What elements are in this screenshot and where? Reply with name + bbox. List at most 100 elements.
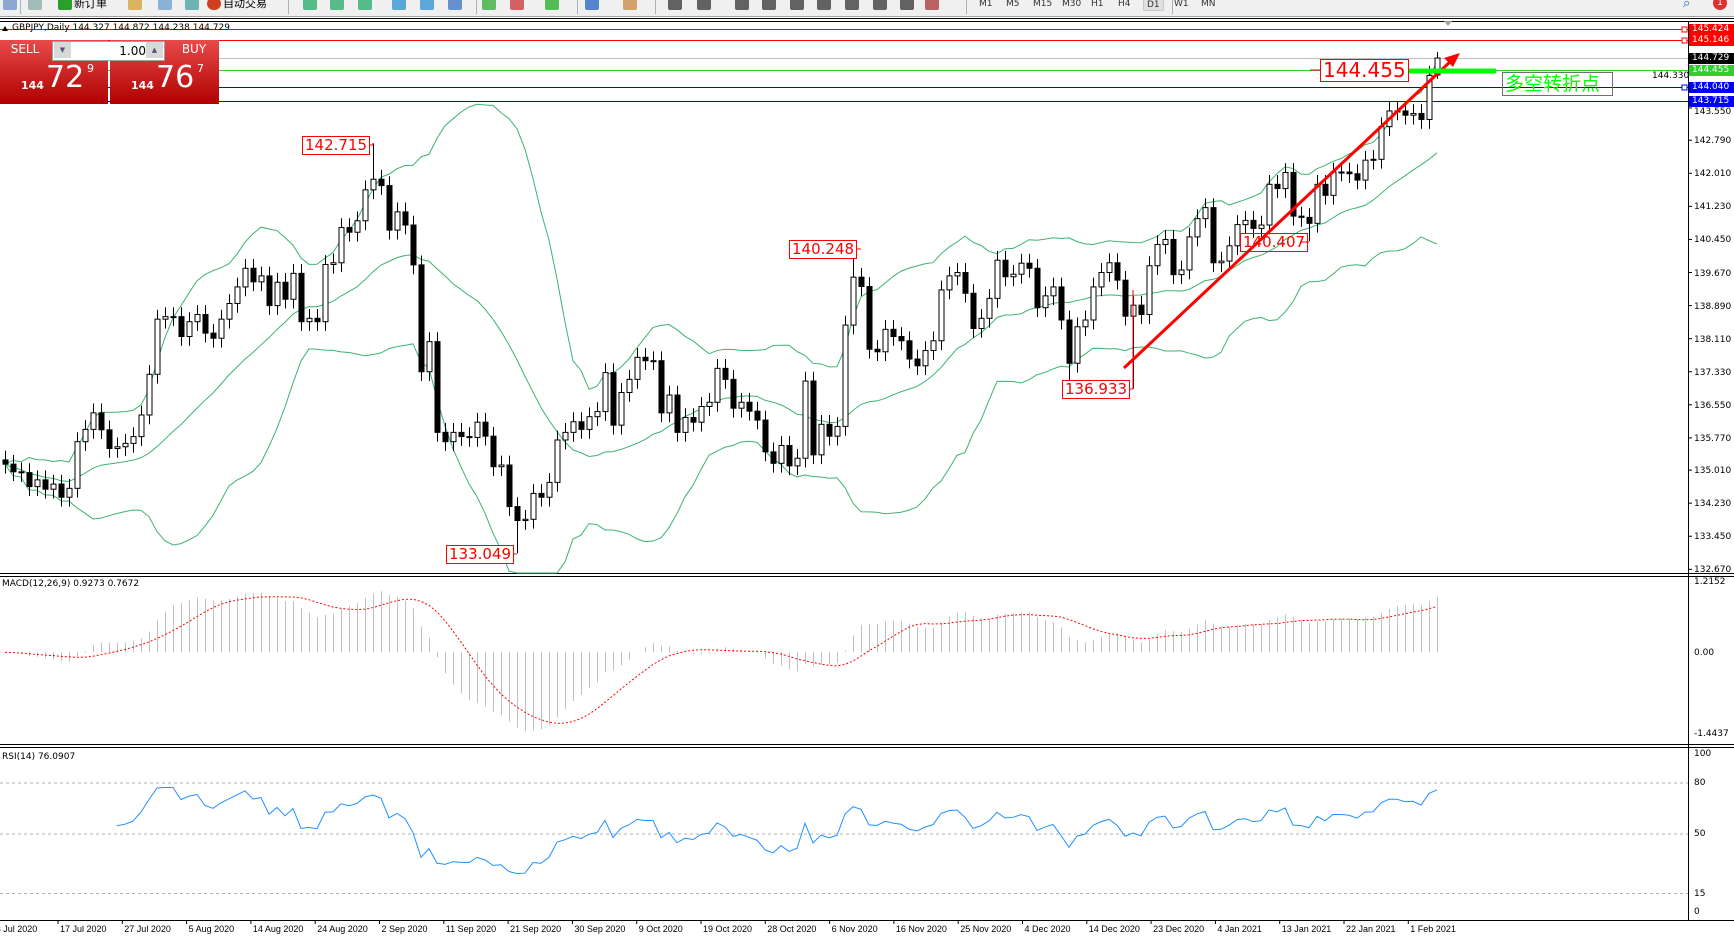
date-label: 9 Oct 2020 [638, 924, 683, 934]
timeframe-w1[interactable]: W1 [1174, 0, 1189, 9]
candle-body [786, 445, 793, 467]
autoscroll-icon[interactable] [482, 0, 496, 11]
collapse-icon[interactable] [2, 26, 8, 31]
tile-windows-icon[interactable] [448, 0, 462, 11]
templates-icon[interactable] [623, 0, 637, 11]
rsi-line [116, 787, 1438, 875]
lot-increase-button[interactable]: ▲ [146, 42, 163, 58]
toolbar-separator [20, 0, 21, 14]
date-label: 5 Aug 2020 [188, 924, 235, 934]
price-tag: 144.729 [1689, 53, 1734, 64]
timeframe-m30[interactable]: M30 [1062, 0, 1082, 9]
candle-body [282, 281, 289, 300]
candle [122, 434, 129, 457]
candle [858, 267, 865, 296]
candle-body [850, 276, 857, 326]
market-watch-icon-glyph [128, 0, 142, 10]
candle-body [1266, 183, 1273, 226]
fibonacci-icon[interactable] [817, 0, 831, 11]
candle-body [298, 272, 305, 323]
horizontal-line-icon[interactable] [762, 0, 776, 11]
candle [250, 258, 257, 292]
fibonacci-fan-icon[interactable] [845, 0, 859, 11]
bar-chart-icon[interactable] [303, 0, 317, 11]
date-label: 4 Jan 2021 [1217, 924, 1262, 934]
candle-body [818, 423, 825, 456]
candlestick-icon[interactable] [330, 0, 344, 11]
auto-trading-icon [207, 0, 221, 10]
text-icon[interactable] [873, 0, 887, 11]
timeframe-m5[interactable]: M5 [1006, 0, 1020, 9]
indicators-icon[interactable] [545, 0, 559, 11]
line-chart-icon[interactable] [358, 0, 372, 11]
timeframe-h4[interactable]: H4 [1118, 0, 1131, 9]
bollinger-upper [4, 61, 1438, 465]
cursor-icon[interactable] [668, 0, 682, 11]
signals-icon[interactable] [158, 0, 172, 11]
candle-body [482, 421, 489, 437]
new-order-button[interactable]: 新订单 [58, 0, 107, 11]
lot-size-input[interactable]: 1.00 [52, 41, 165, 61]
timeframe-h1[interactable]: H1 [1091, 0, 1104, 9]
candle-body [418, 264, 425, 373]
candle [42, 470, 49, 499]
timeframe-mn[interactable]: MN [1201, 0, 1216, 9]
market-watch-icon[interactable] [128, 0, 142, 11]
candle-body [706, 401, 713, 407]
candle-body [114, 446, 121, 449]
candle-body [538, 492, 545, 498]
candle-body [1322, 183, 1329, 196]
timeframe-m1[interactable]: M1 [979, 0, 993, 9]
timeframe-d1[interactable]: D1 [1143, 0, 1164, 11]
candle-body [306, 317, 313, 323]
candle [770, 442, 777, 473]
crosshair-icon[interactable] [697, 0, 711, 11]
candle-body [138, 414, 145, 438]
candle-body [154, 318, 161, 375]
date-label: 25 Nov 2020 [960, 924, 1012, 934]
candle [1258, 215, 1265, 238]
arrows-icon[interactable] [925, 0, 939, 11]
candle [1242, 211, 1249, 234]
candle [1042, 286, 1049, 318]
periods-icon[interactable] [585, 0, 599, 11]
chart-shift-icon[interactable] [510, 0, 524, 11]
text-label-icon[interactable] [900, 0, 914, 11]
candle [18, 462, 25, 482]
document-icon[interactable] [3, 0, 17, 11]
search-button[interactable]: ⌕ [1683, 0, 1690, 11]
candle [1074, 317, 1081, 373]
candle [1170, 230, 1177, 284]
candle-body [362, 189, 369, 222]
zoom-window-icon[interactable] [28, 0, 42, 11]
candle-body [442, 431, 449, 443]
candle [674, 385, 681, 442]
candle [322, 255, 329, 332]
candle [562, 423, 569, 450]
date-label: 4 Dec 2020 [1024, 924, 1071, 934]
candle [930, 331, 937, 360]
vertical-line-icon[interactable] [735, 0, 749, 11]
date-label: 13 Jan 2021 [1281, 924, 1332, 934]
lot-decrease-button[interactable]: ▼ [54, 42, 71, 58]
price-tick-label: 141.230 [1694, 202, 1732, 213]
candle [1354, 164, 1361, 190]
trendline-icon[interactable] [790, 0, 804, 11]
zoom-out-icon[interactable] [420, 0, 434, 11]
candle-body [626, 378, 633, 394]
price-tick-label: 137.330 [1694, 367, 1732, 378]
zoom-in-icon[interactable] [392, 0, 406, 11]
notification-button[interactable]: 1 [1713, 0, 1727, 11]
zoom-out-icon-glyph [420, 0, 434, 10]
auto-trading-button[interactable]: 自动交易 [207, 0, 267, 11]
radio-icon[interactable] [185, 0, 199, 11]
chart-shift-icon-glyph [510, 0, 524, 10]
candle-body [1146, 265, 1153, 315]
rsi-axis-label: 100 [1694, 749, 1712, 759]
candle-body [530, 492, 537, 520]
price-tick-label: 140.450 [1694, 235, 1732, 246]
rsi-axis-label: 0 [1694, 907, 1700, 917]
candle-body [586, 416, 593, 430]
timeframe-m15[interactable]: M15 [1033, 0, 1053, 9]
